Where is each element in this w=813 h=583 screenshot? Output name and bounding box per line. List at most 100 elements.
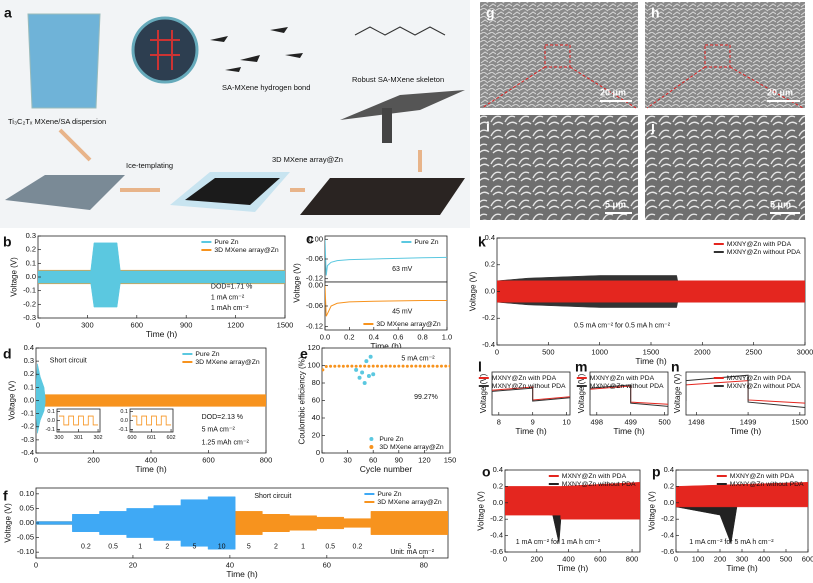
x-tick-label: 100: [692, 554, 705, 563]
y-tick-label: -0.1: [21, 409, 34, 418]
chart-panel: 0.00 -0.06 -0.12 c Pure Zn 63 mV: [306, 231, 448, 283]
array-top: [185, 178, 280, 205]
sem-image: [480, 2, 638, 108]
chart-panel: 0 20 40 60 80 0.10 0.05 0.00 -0.05 -0.10 Time (h) V…: [3, 487, 449, 579]
rate-label: 10: [218, 544, 226, 551]
y-tick-label: -0.4: [490, 531, 503, 540]
y-tick-label: 0.3: [24, 356, 34, 365]
x-tick-label: 0.2: [344, 332, 354, 341]
x-tick-label: 1000: [591, 347, 608, 356]
y-tick-label: -0.4: [21, 448, 34, 457]
point: [360, 370, 365, 375]
annotation: 1 mA cm⁻² for 5 mA h cm⁻²: [689, 539, 774, 546]
y-tick-label: 60: [312, 395, 320, 404]
panel-label: m: [575, 359, 587, 375]
y-tick-label: 0.4: [493, 465, 503, 474]
caption: 3D MXene array@Zn: [272, 155, 343, 164]
chart-panel: 0 30 60 90 120 150 0 20 40 60 80 100 120 Cycle number…: [297, 343, 456, 474]
sem-image: [480, 115, 638, 220]
point: [354, 364, 358, 368]
plot-marks: [676, 482, 808, 545]
y-tick-label: 120: [307, 343, 320, 352]
x-axis-label: Time (h): [135, 464, 166, 474]
x-tick-label: 0: [34, 560, 38, 569]
legend-label: 3D MXene array@Zn: [379, 444, 444, 451]
point: [414, 364, 418, 368]
voltage-band: [36, 496, 236, 550]
x-tick-label: 80: [420, 560, 428, 569]
x-tick-label: 0.4: [369, 332, 379, 341]
line: [325, 285, 447, 317]
x-tick-label: 1200: [227, 320, 244, 329]
point: [337, 364, 341, 368]
point: [346, 364, 350, 368]
plot-marks: [497, 275, 805, 308]
point: [333, 364, 337, 368]
chart-panel: 300 301 302 0.1 0.0 -0.1: [46, 408, 103, 441]
y-tick-label: -0.2: [21, 422, 34, 431]
annotation: 0.5 mA cm⁻² for 0.5 mA h cm⁻²: [574, 323, 671, 330]
panel-label: a: [4, 5, 12, 21]
x-tick-label: 600: [594, 554, 607, 563]
panel-label: g: [486, 5, 495, 21]
point: [350, 364, 354, 368]
x-tick-label: 1498: [688, 417, 705, 426]
chart-panel: 0 200 400 600 800 0.4 0.3 0.2 0.1 0.0 -0.1 -0.2 -0.3…: [3, 343, 272, 474]
y-tick-label: 0.1: [47, 409, 55, 415]
x-tick-label: 800: [260, 455, 273, 464]
x-axis-label: Time (h): [726, 563, 757, 573]
panel-label: i: [486, 119, 490, 135]
x-tick-label: 400: [562, 554, 575, 563]
x-tick-label: 30: [343, 455, 351, 464]
voltage-band: [497, 280, 805, 303]
legend-label: 3D MXene array@Zn: [214, 247, 279, 254]
y-axis-label: Voltage (V): [477, 491, 486, 531]
x-tick-label: 0.0: [320, 332, 330, 341]
plot-marks: [322, 354, 450, 385]
y-tick-label: -0.10: [17, 547, 34, 556]
chemical-structure: [354, 26, 446, 36]
x-tick-label: 0: [495, 347, 499, 356]
point: [388, 364, 392, 368]
annotation: DOD=2.13 %: [202, 414, 243, 421]
annotation: Short circuit: [50, 357, 87, 364]
point: [448, 364, 450, 368]
rate-label: 5: [408, 544, 412, 551]
x-tick-label: 1500: [643, 347, 660, 356]
y-tick-label: -0.3: [23, 313, 36, 322]
y-tick-label: -0.12: [306, 322, 323, 331]
point: [354, 367, 359, 372]
x-tick-label: 150: [444, 455, 457, 464]
line: [58, 415, 99, 426]
legend-label: MXNY@Zn without PDA: [727, 249, 801, 256]
panel-label: o: [482, 464, 491, 480]
y-tick-label: -0.12: [306, 274, 323, 283]
x-axis-label: Time (h): [613, 426, 644, 436]
mxene-array: [300, 178, 465, 215]
legend-label: 3D MXene array@Zn: [377, 499, 442, 506]
rate-label: 0.2: [81, 544, 91, 551]
point: [329, 364, 333, 368]
x-tick-label: 2000: [694, 347, 711, 356]
chart-panel: 0 200 400 600 800 0.4 0.2 0.0 -0.2 -0.4 -0.6 Time (…: [477, 464, 641, 573]
point: [368, 354, 373, 359]
y-tick-label: -0.1: [23, 286, 36, 295]
point: [422, 364, 426, 368]
plot-marks: [38, 242, 285, 308]
y-tick-label: -0.1: [119, 427, 128, 433]
scale-bar-label: 20 μm: [600, 87, 626, 97]
plot-marks: [492, 386, 570, 402]
y-axis-label: Voltage (V): [10, 257, 19, 297]
plot-marks: [505, 482, 640, 544]
y-tick-label: 0.3: [26, 231, 36, 240]
x-tick-label: 0: [320, 455, 324, 464]
plot-marks: [58, 415, 99, 426]
y-tick-label: 0.4: [485, 233, 495, 242]
y-tick-label: -0.06: [306, 254, 323, 263]
line: [325, 239, 447, 276]
legend-label: MXNY@Zn with PDA: [727, 241, 792, 248]
y-axis-label: Voltage (V): [8, 380, 17, 420]
legend-label: MXNY@Zn with PDA: [730, 473, 795, 480]
x-tick-label: 0: [34, 455, 38, 464]
point: [363, 364, 367, 368]
